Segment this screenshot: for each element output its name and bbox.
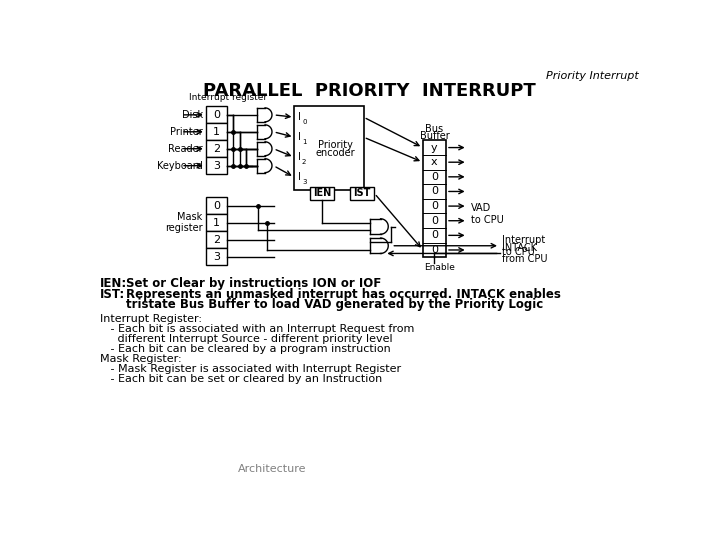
- Text: 0: 0: [213, 201, 220, 211]
- Text: 0: 0: [431, 215, 438, 226]
- Text: I: I: [298, 172, 301, 182]
- Text: I: I: [298, 152, 301, 162]
- Text: Printer: Printer: [170, 127, 203, 137]
- Text: I: I: [298, 112, 301, 122]
- Text: Priority Interrupt: Priority Interrupt: [546, 71, 639, 81]
- Text: tristate Bus Buffer to load VAD generated by the Priority Logic: tristate Bus Buffer to load VAD generate…: [127, 298, 544, 311]
- Text: Interrupt register: Interrupt register: [189, 93, 267, 102]
- Bar: [206, 106, 228, 123]
- Text: 2: 2: [302, 159, 307, 165]
- Text: different Interrupt Source - different priority level: different Interrupt Source - different p…: [99, 334, 392, 343]
- Text: y: y: [431, 143, 438, 153]
- Text: - Mask Register is associated with Interrupt Register: - Mask Register is associated with Inter…: [99, 363, 400, 374]
- Text: IEN:: IEN:: [99, 276, 127, 289]
- Text: Represents an unmasked interrupt has occurred. INTACK enables: Represents an unmasked interrupt has occ…: [127, 288, 562, 301]
- Text: IST:: IST:: [99, 288, 125, 301]
- Text: Priority: Priority: [318, 140, 353, 150]
- Text: IST: IST: [354, 188, 371, 198]
- Bar: [206, 123, 228, 140]
- Text: Interrupt Register:: Interrupt Register:: [99, 314, 202, 323]
- Text: 1: 1: [302, 139, 307, 145]
- Text: Buffer: Buffer: [420, 131, 449, 141]
- Text: - Each bit can be cleared by a program instruction: - Each bit can be cleared by a program i…: [99, 343, 390, 354]
- Text: 0: 0: [302, 119, 307, 125]
- Text: 0: 0: [431, 201, 438, 211]
- Text: 3: 3: [213, 252, 220, 261]
- Text: 0: 0: [431, 186, 438, 197]
- Text: Interrupt
to CPU: Interrupt to CPU: [503, 235, 546, 256]
- Bar: [310, 187, 334, 200]
- Text: Set or Clear by instructions ION or IOF: Set or Clear by instructions ION or IOF: [127, 276, 382, 289]
- Bar: [206, 248, 228, 265]
- Bar: [206, 140, 228, 157]
- Text: 3: 3: [213, 161, 220, 171]
- Text: 3: 3: [302, 179, 307, 185]
- Text: INTACK
from CPU: INTACK from CPU: [503, 242, 548, 264]
- Bar: [294, 106, 364, 190]
- Text: PARALLEL  PRIORITY  INTERRUPT: PARALLEL PRIORITY INTERRUPT: [202, 82, 536, 100]
- Text: Architecture: Architecture: [238, 464, 307, 475]
- Text: Mask Register:: Mask Register:: [99, 354, 181, 363]
- Text: 2: 2: [213, 144, 220, 154]
- Bar: [206, 214, 228, 231]
- Bar: [350, 187, 374, 200]
- Text: Disk: Disk: [181, 110, 203, 120]
- Text: IEN: IEN: [313, 188, 331, 198]
- Text: Reader: Reader: [168, 144, 203, 154]
- Text: - Each bit is associated with an Interrupt Request from: - Each bit is associated with an Interru…: [99, 323, 414, 334]
- Text: Keyboard: Keyboard: [157, 161, 203, 171]
- Text: VAD
to CPU: VAD to CPU: [471, 204, 503, 225]
- Text: 0: 0: [431, 231, 438, 240]
- Text: 2: 2: [213, 234, 220, 245]
- Text: Bus: Bus: [426, 125, 444, 134]
- Text: I: I: [298, 132, 301, 142]
- Text: encoder: encoder: [315, 147, 355, 158]
- Text: 0: 0: [431, 172, 438, 182]
- Text: 0: 0: [431, 245, 438, 255]
- Text: x: x: [431, 157, 438, 167]
- Text: 1: 1: [213, 127, 220, 137]
- Text: Enable: Enable: [425, 262, 455, 272]
- Text: Mask
register: Mask register: [165, 212, 203, 233]
- Text: 0: 0: [213, 110, 220, 120]
- Bar: [423, 140, 446, 257]
- Text: 1: 1: [213, 218, 220, 228]
- Text: - Each bit can be set or cleared by an Instruction: - Each bit can be set or cleared by an I…: [99, 374, 382, 383]
- Bar: [206, 197, 228, 214]
- Bar: [206, 231, 228, 248]
- Bar: [206, 157, 228, 174]
